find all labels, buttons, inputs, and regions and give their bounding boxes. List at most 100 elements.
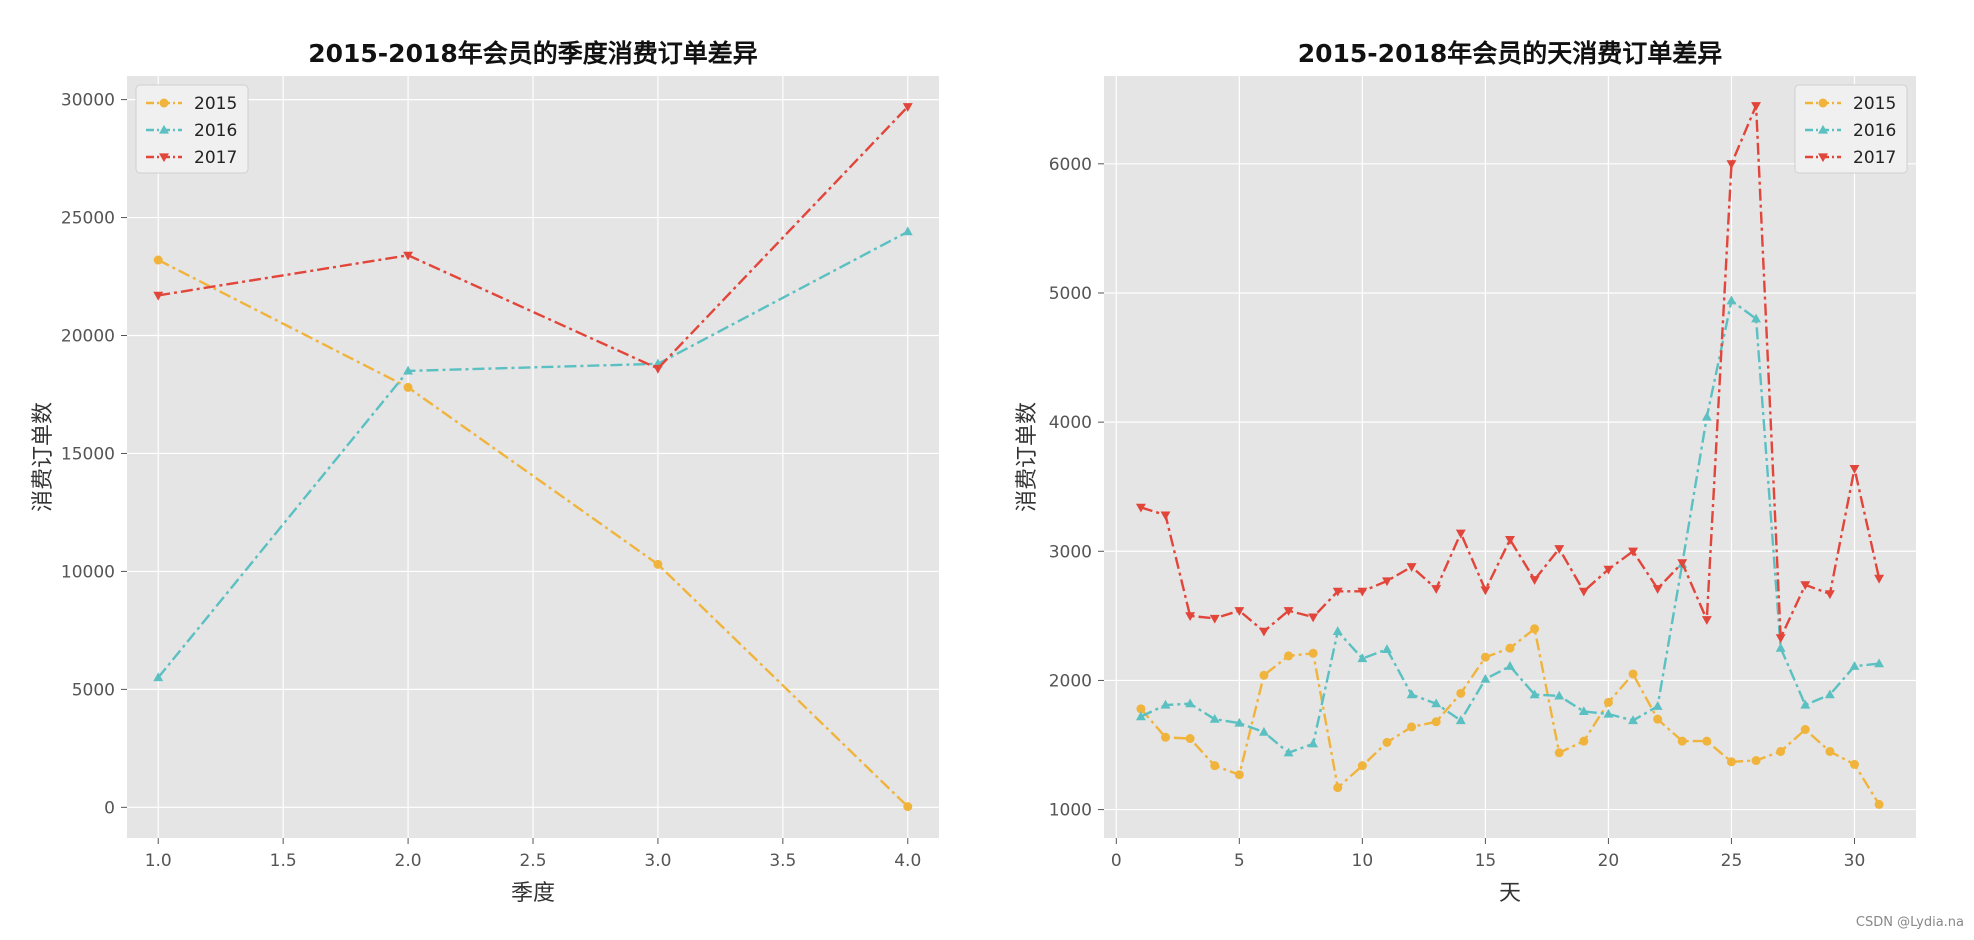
data-point-2016 [1578, 706, 1589, 716]
y-tick-label: 10000 [61, 562, 115, 582]
data-point-2015 [1407, 722, 1417, 732]
chart-title-quarterly: 2015-2018年会员的季度消费订单差异 [308, 39, 758, 68]
x-tick-label: 2.5 [519, 851, 546, 871]
y-tick-label: 5000 [72, 680, 115, 700]
data-point-2016 [1652, 701, 1663, 710]
x-tick-label: 0 [1111, 851, 1122, 871]
data-point-2016 [1332, 626, 1343, 635]
x-tick-label: 3.5 [769, 851, 796, 871]
data-point-2017 [1234, 607, 1245, 616]
data-point-2015 [1751, 756, 1761, 766]
data-point-2016 [1406, 689, 1417, 699]
legend-label-2015: 2015 [1853, 94, 1896, 114]
data-point-2016 [1431, 698, 1442, 708]
legend-marker-2015 [159, 98, 169, 108]
data-point-2015 [1825, 746, 1835, 756]
data-point-2016 [1234, 717, 1245, 727]
legend-marker-2016 [159, 124, 169, 134]
x-tick-label: 25 [1721, 851, 1743, 871]
data-point-2017 [1283, 607, 1294, 616]
data-point-2015 [1480, 652, 1490, 662]
x-tick-label: 15 [1475, 851, 1497, 871]
y-tick-label: 20000 [61, 327, 115, 347]
y-tick-label: 5000 [1049, 284, 1092, 304]
data-point-2015 [1530, 624, 1540, 634]
plot-area-daily [1104, 76, 1916, 838]
y-ticks-quarterly: 0 5000 10000 15000 20000 25000 30000 [61, 91, 127, 818]
y-tick-label: 2000 [1049, 671, 1092, 691]
data-point-2017 [1308, 613, 1319, 623]
y-axis-label-daily: 消费订单数 [1015, 402, 1040, 512]
data-point-2015 [1161, 732, 1171, 742]
data-point-2016 [1775, 642, 1786, 652]
data-point-2017 [652, 364, 663, 374]
data-point-2017 [902, 103, 913, 112]
legend-label-2017: 2017 [1853, 148, 1896, 168]
x-tick-label: 10 [1352, 851, 1374, 871]
data-point-2015 [1653, 714, 1663, 724]
data-point-2017 [1332, 587, 1343, 597]
data-point-2017 [1455, 529, 1466, 539]
data-point-2015 [403, 382, 413, 392]
data-point-2017 [1258, 627, 1269, 637]
data-point-2017 [1751, 102, 1762, 111]
data-point-2017 [1701, 616, 1712, 625]
data-point-2015 [1308, 648, 1318, 658]
series-lines-daily [1135, 102, 1885, 809]
x-ticks-daily: 0 5 10 15 20 25 30 [1111, 838, 1865, 871]
data-point-2016 [1874, 658, 1885, 668]
data-point-2015 [1554, 748, 1564, 758]
x-tick-label: 1.5 [270, 851, 297, 871]
data-point-2017 [1480, 586, 1491, 596]
x-axis-label-daily: 天 [1499, 881, 1521, 906]
data-point-2016 [1751, 313, 1762, 323]
data-point-2016 [153, 672, 164, 682]
data-point-2015 [1431, 717, 1441, 727]
data-point-2017 [1209, 614, 1220, 624]
y-tick-label: 30000 [61, 91, 115, 111]
data-point-2015 [1628, 669, 1638, 679]
data-point-2017 [1874, 574, 1885, 584]
data-point-2015 [1874, 799, 1884, 809]
series-line-2016 [157, 230, 909, 679]
x-tick-label: 30 [1844, 851, 1866, 871]
series-line-2015 [157, 258, 909, 808]
y-tick-label: 1000 [1049, 801, 1092, 821]
legend-marker-2016 [1818, 124, 1828, 134]
x-tick-label: 2.0 [395, 851, 422, 871]
legend-label-2015: 2015 [194, 94, 237, 114]
data-point-2017 [1135, 503, 1146, 513]
grid-quarterly [127, 76, 939, 838]
series-lines-quarterly [153, 103, 913, 812]
y-tick-label: 25000 [61, 209, 115, 229]
data-point-2017 [1824, 590, 1835, 600]
y-tick-label: 4000 [1049, 413, 1092, 433]
grid-daily [1104, 76, 1916, 838]
data-point-2015 [1702, 736, 1712, 746]
y-tick-label: 15000 [61, 444, 115, 464]
data-point-2015 [1726, 757, 1736, 767]
data-point-2015 [1284, 651, 1294, 661]
y-ticks-daily: 1000 2000 3000 4000 5000 6000 [1049, 155, 1104, 821]
data-point-2015 [1382, 737, 1392, 747]
data-point-2015 [1234, 770, 1244, 780]
data-point-2016 [1357, 653, 1368, 663]
legend-label-2016: 2016 [1853, 121, 1896, 141]
data-point-2016 [1283, 747, 1294, 757]
x-axis-label-quarterly: 季度 [511, 881, 555, 906]
data-point-2015 [1603, 697, 1613, 707]
data-point-2016 [1135, 711, 1146, 721]
data-point-2015 [903, 802, 913, 812]
data-point-2016 [1160, 699, 1171, 709]
data-point-2015 [1579, 736, 1589, 746]
data-point-2017 [1505, 536, 1515, 545]
data-point-2017 [1628, 547, 1638, 557]
legend-label-2017: 2017 [194, 148, 237, 168]
data-point-2016 [1849, 661, 1860, 670]
data-point-2016 [1185, 698, 1196, 708]
data-point-2015 [1136, 704, 1146, 714]
x-ticks-quarterly: 1.0 1.5 2.0 2.5 3.0 3.5 4.0 [145, 838, 921, 871]
y-tick-label: 3000 [1049, 542, 1092, 562]
data-point-2016 [902, 226, 913, 236]
data-point-2016 [1209, 714, 1220, 723]
